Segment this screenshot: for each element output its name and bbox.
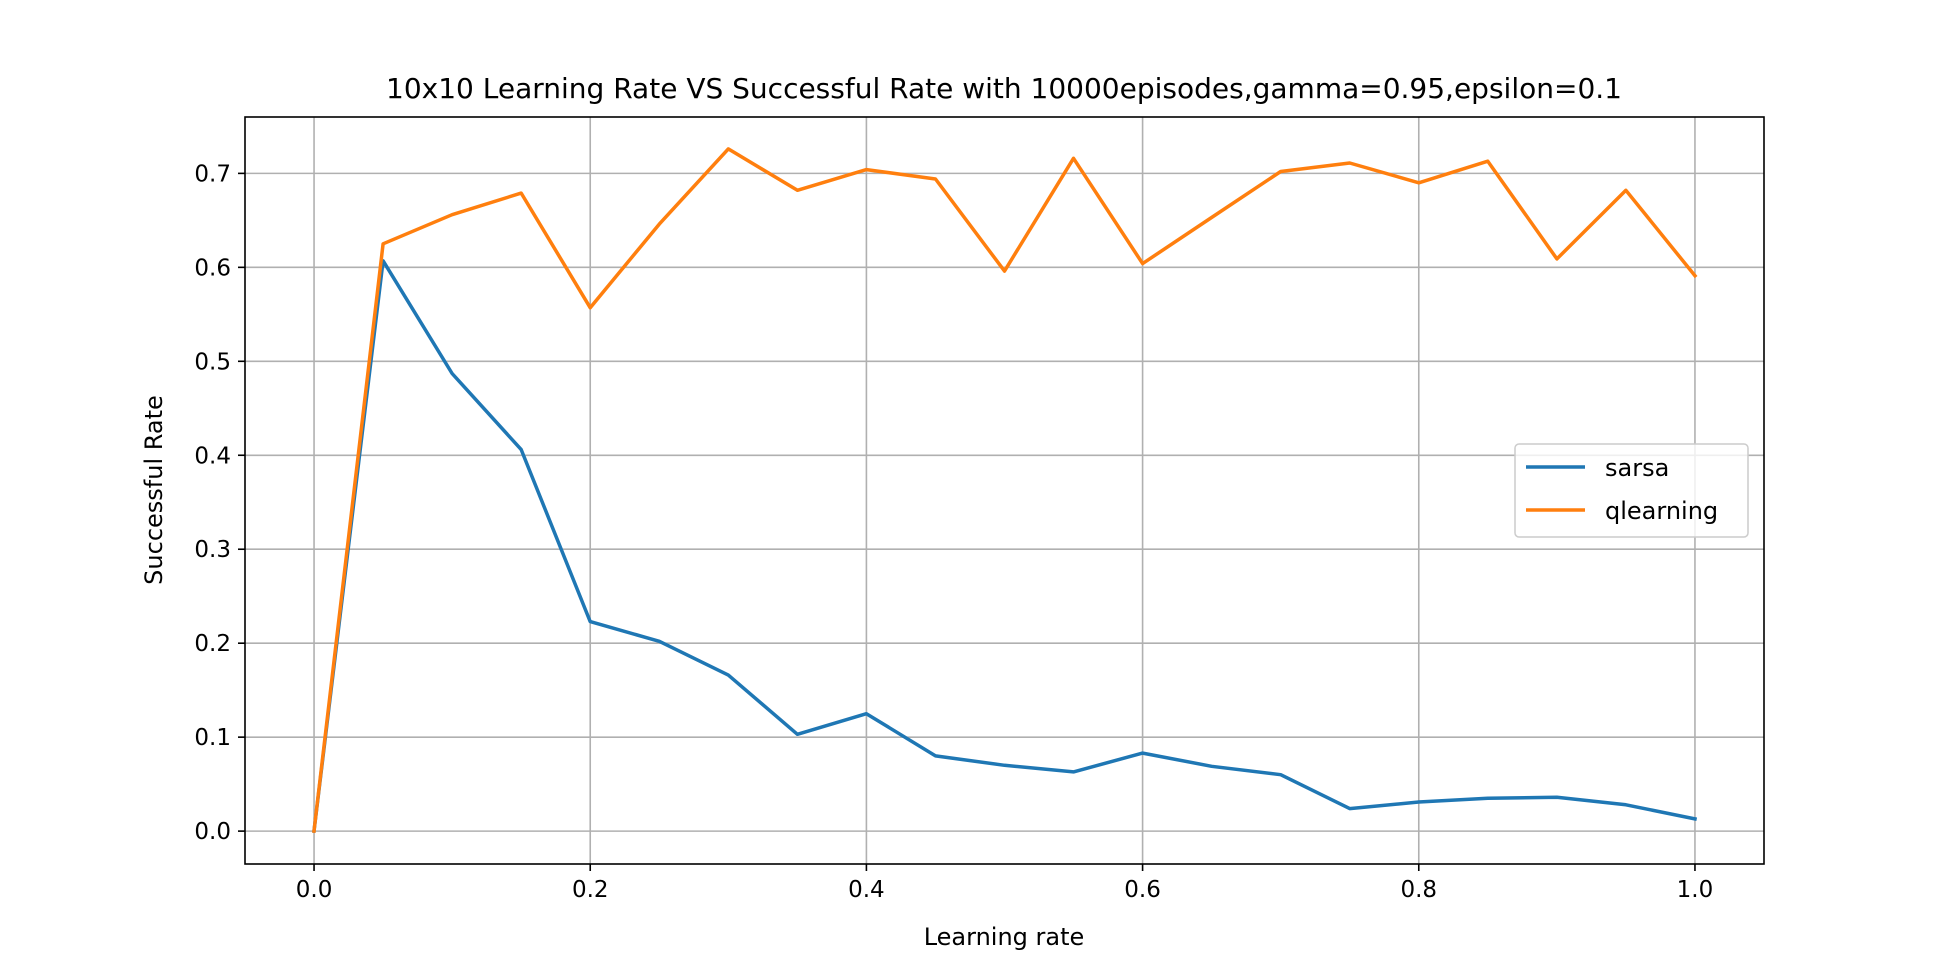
y-tick-label: 0.4 xyxy=(194,443,231,469)
legend-label-sarsa: sarsa xyxy=(1605,454,1669,482)
x-tick-label: 0.8 xyxy=(1400,877,1437,903)
legend-label-qlearning: qlearning xyxy=(1605,497,1718,525)
y-tick-label: 0.6 xyxy=(194,255,231,281)
x-tick-label: 0.6 xyxy=(1124,877,1161,903)
series-line-sarsa xyxy=(312,259,1698,834)
x-tick-label: 0.4 xyxy=(848,877,885,903)
y-tick-label: 0.1 xyxy=(194,725,231,751)
y-tick-label: 0.0 xyxy=(194,819,231,845)
x-tick-label: 1.0 xyxy=(1677,877,1714,903)
x-tick-label: 0.0 xyxy=(296,877,333,903)
y-tick-label: 0.5 xyxy=(194,349,231,375)
legend: sarsa qlearning xyxy=(1514,443,1749,538)
series-line-qlearning xyxy=(312,147,1698,834)
series-lines xyxy=(312,147,1698,834)
y-axis-label: Successful Rate xyxy=(140,395,168,585)
axis-ticks: 0.0 0.2 0.4 0.6 0.8 1.0 0.0 0.1 0.2 0.3 0.4 0.5 0.6 0… xyxy=(194,161,1713,903)
y-tick-label: 0.2 xyxy=(194,631,231,657)
x-axis-label: Learning rate xyxy=(924,923,1085,951)
plot-frame xyxy=(244,116,1765,865)
x-tick-label: 0.2 xyxy=(572,877,609,903)
chart-title: 10x10 Learning Rate VS Successful Rate w… xyxy=(386,72,1622,105)
y-tick-label: 0.3 xyxy=(194,537,231,563)
y-tick-label: 0.7 xyxy=(194,161,231,187)
grid xyxy=(245,117,1764,864)
